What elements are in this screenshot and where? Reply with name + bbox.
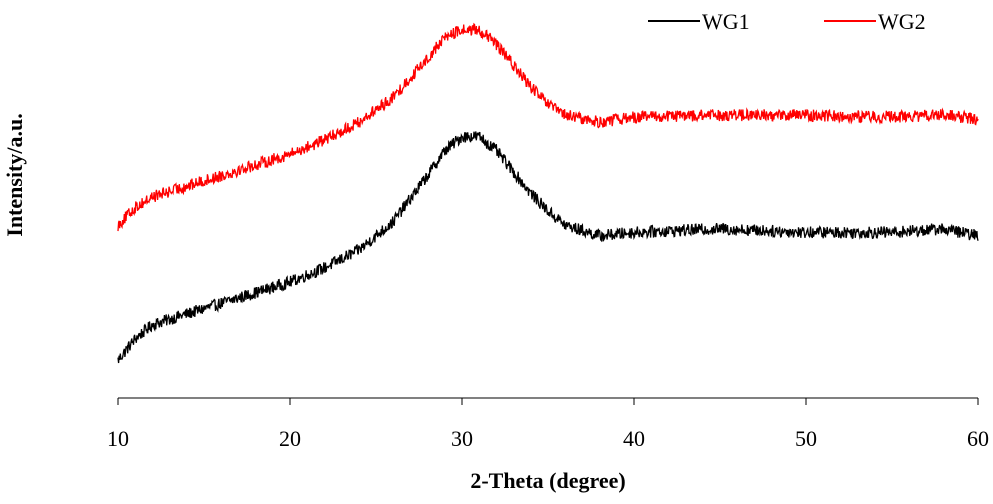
legend: WG1 WG2 bbox=[648, 9, 926, 34]
legend-label-wg2: WG2 bbox=[878, 9, 926, 34]
x-tick-label: 60 bbox=[967, 426, 989, 451]
x-tick-label: 40 bbox=[623, 426, 645, 451]
series-line-wg2 bbox=[117, 22, 979, 232]
x-ticks: 10 20 30 40 50 60 bbox=[107, 398, 989, 451]
y-axis-title: Intensity/a.u. bbox=[2, 113, 27, 236]
legend-label-wg1: WG1 bbox=[702, 9, 750, 34]
x-tick-label: 30 bbox=[451, 426, 473, 451]
x-tick-label: 50 bbox=[795, 426, 817, 451]
series-line-wg1 bbox=[117, 131, 979, 364]
x-tick-label: 20 bbox=[279, 426, 301, 451]
x-tick-label: 10 bbox=[107, 426, 129, 451]
x-axis-title: 2-Theta (degree) bbox=[470, 468, 625, 493]
series-layer bbox=[117, 22, 979, 364]
